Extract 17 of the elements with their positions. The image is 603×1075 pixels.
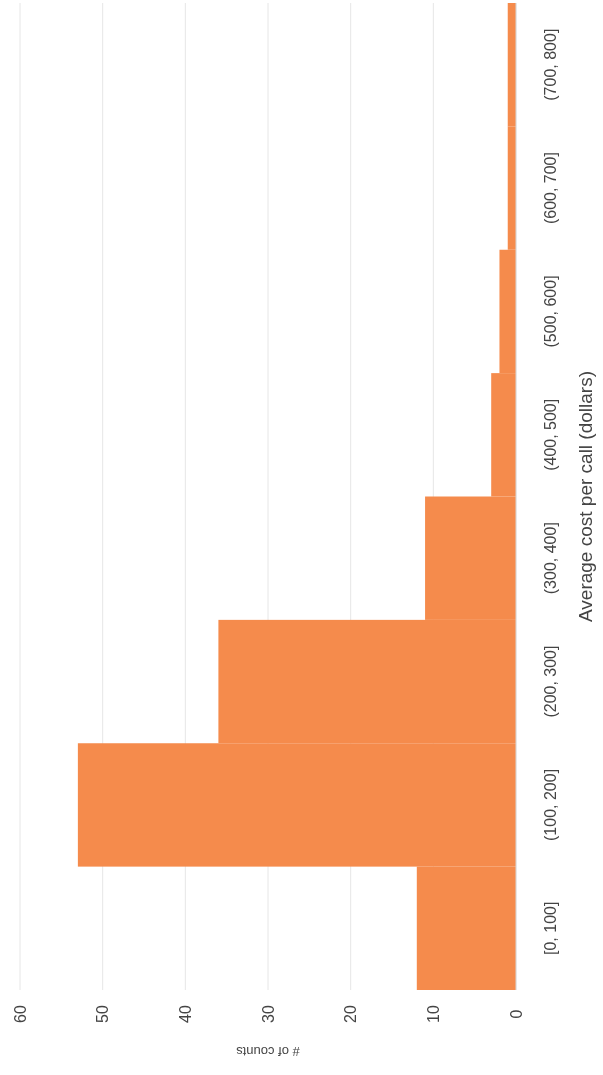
x-tick-label: 30: [259, 1005, 277, 1023]
y-tick-label: [0, 100]: [541, 901, 559, 955]
x-tick-label: 10: [424, 1005, 442, 1023]
x-tick-label: 60: [11, 1005, 29, 1023]
y-tick-label: (600, 700]: [541, 152, 559, 225]
x-tick-label: 0: [507, 1009, 525, 1019]
y-tick-label: (400, 500]: [541, 398, 559, 471]
y-tick-label: (100, 200]: [541, 768, 559, 841]
x-axis-title: # of counts: [235, 1044, 300, 1060]
x-tick-label: 20: [342, 1005, 360, 1023]
y-tick-label: (200, 300]: [541, 645, 559, 718]
x-tick-label: 50: [94, 1005, 112, 1023]
x-tick-label: 40: [176, 1005, 194, 1023]
y-tick-label: (700, 800]: [541, 28, 559, 101]
y-tick-label: (500, 600]: [541, 275, 559, 348]
y-tick-label: (300, 400]: [541, 522, 559, 595]
y-axis-title: Average cost per call (dollars): [574, 371, 596, 622]
